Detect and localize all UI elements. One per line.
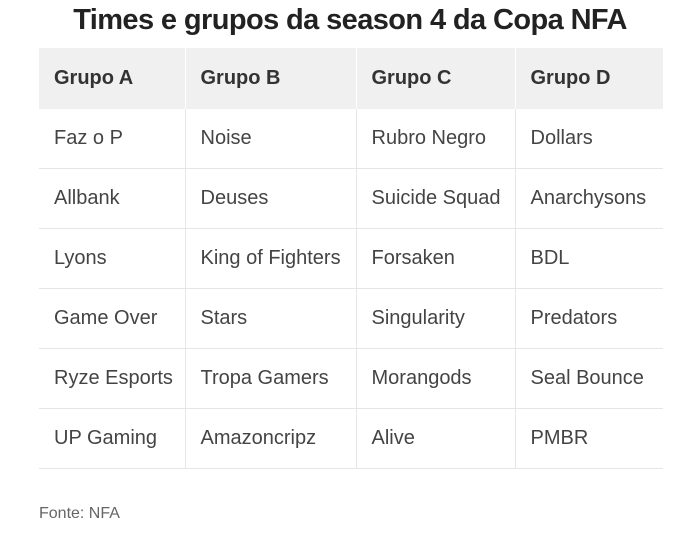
table-row: Lyons King of Fighters Forsaken BDL	[39, 228, 663, 289]
table-header-row: Grupo A Grupo B Grupo C Grupo D	[39, 48, 663, 109]
table-cell: Noise	[185, 109, 357, 169]
column-header-grupo-b: Grupo B	[185, 48, 357, 109]
table-cell: Alive	[356, 408, 516, 469]
column-header-grupo-c: Grupo C	[356, 48, 516, 109]
table-cell: Forsaken	[356, 228, 516, 289]
table-cell: Lyons	[39, 228, 186, 289]
table-cell: Predators	[515, 288, 663, 349]
table-cell: Suicide Squad	[356, 168, 516, 229]
table-cell: Amazoncripz	[185, 408, 357, 469]
column-header-grupo-a: Grupo A	[39, 48, 186, 109]
table-cell: Allbank	[39, 168, 186, 229]
table-cell: Ryze Esports	[39, 348, 186, 409]
groups-table: Grupo A Grupo B Grupo C Grupo D Faz o P …	[39, 48, 663, 469]
table-cell: Seal Bounce	[515, 348, 663, 409]
table-row: Game Over Stars Singularity Predators	[39, 288, 663, 349]
table-cell: Deuses	[185, 168, 357, 229]
table-cell: Stars	[185, 288, 357, 349]
table-cell: Singularity	[356, 288, 516, 349]
table-cell: Faz o P	[39, 109, 186, 169]
source-note: Fonte: NFA	[39, 505, 120, 522]
table-cell: Rubro Negro	[356, 109, 516, 169]
table-cell: Tropa Gamers	[185, 348, 357, 409]
column-header-grupo-d: Grupo D	[515, 48, 663, 109]
table-cell: Game Over	[39, 288, 186, 349]
table-row: Faz o P Noise Rubro Negro Dollars	[39, 109, 663, 169]
table-cell: PMBR	[515, 408, 663, 469]
table-row: Allbank Deuses Suicide Squad Anarchysons	[39, 168, 663, 229]
table-cell: BDL	[515, 228, 663, 289]
page-title: Times e grupos da season 4 da Copa NFA	[73, 4, 627, 36]
table-cell: King of Fighters	[185, 228, 357, 289]
table-cell: Dollars	[515, 109, 663, 169]
table-row: UP Gaming Amazoncripz Alive PMBR	[39, 408, 663, 469]
table-cell: UP Gaming	[39, 408, 186, 469]
table-cell: Anarchysons	[515, 168, 663, 229]
table-cell: Morangods	[356, 348, 516, 409]
table-row: Ryze Esports Tropa Gamers Morangods Seal…	[39, 348, 663, 409]
